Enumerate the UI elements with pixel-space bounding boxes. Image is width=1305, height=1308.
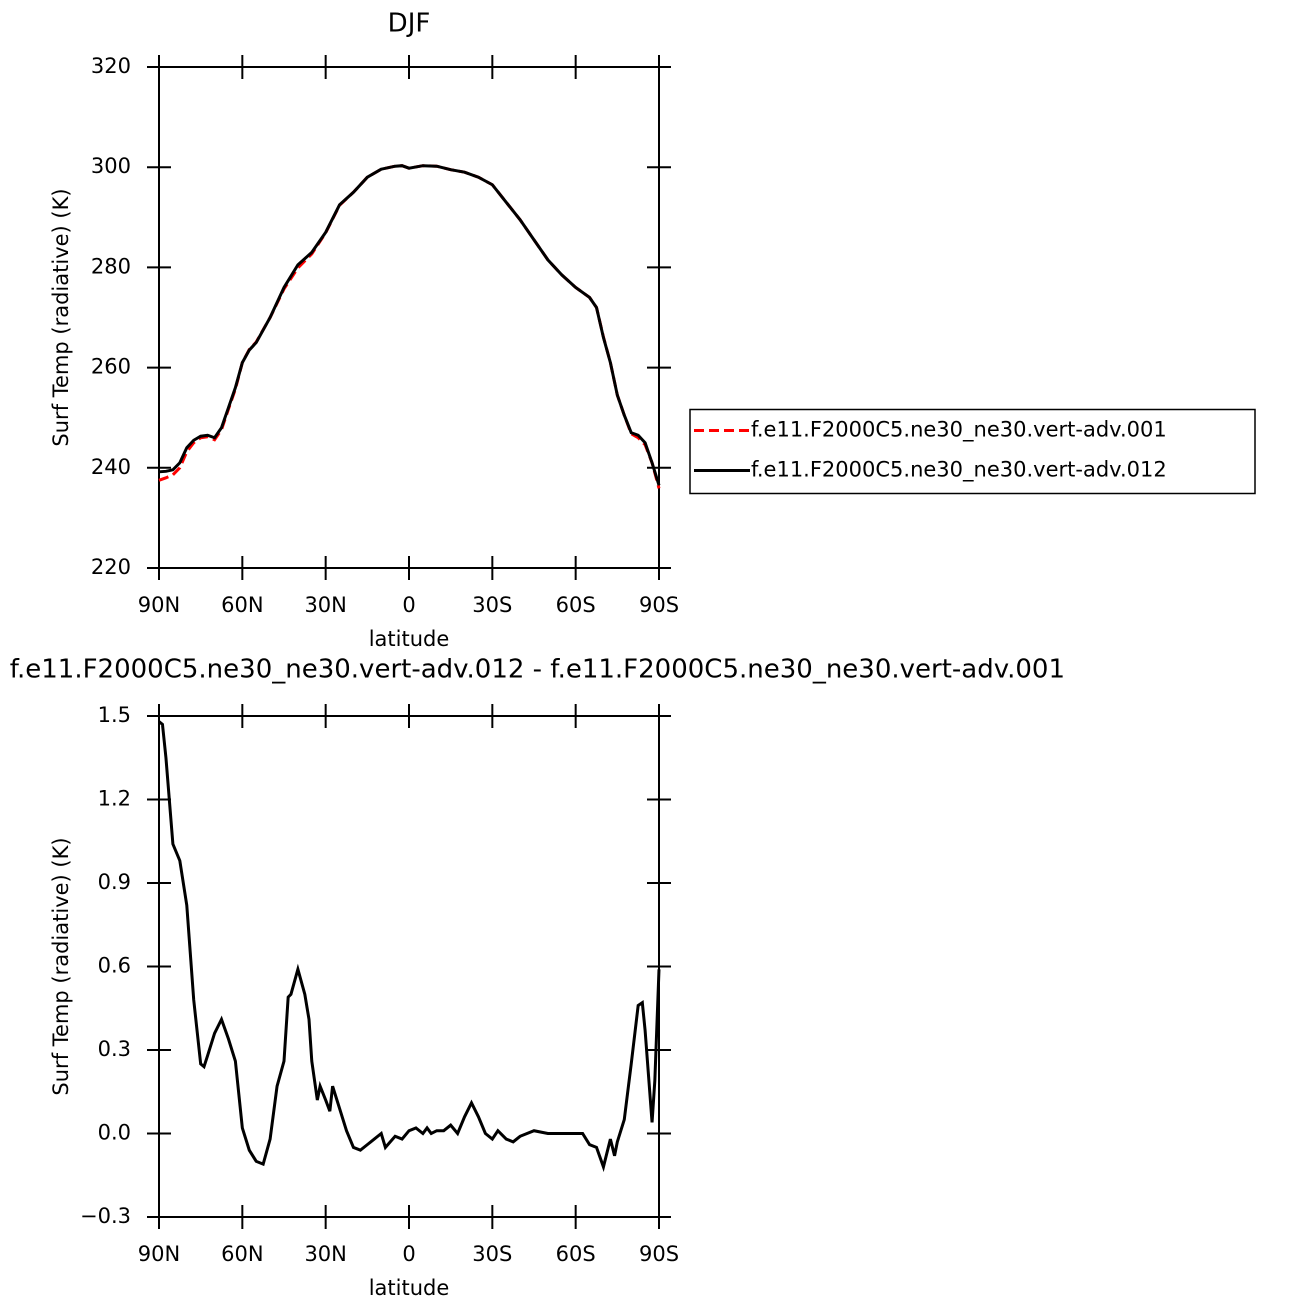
legend-label: f.e11.F2000C5.ne30_ne30.vert-adv.001 bbox=[751, 418, 1167, 443]
plot-frame bbox=[158, 715, 660, 1218]
data-line bbox=[158, 720, 661, 1173]
x-tick-label: 90N bbox=[138, 593, 180, 617]
x-tick-label: 30N bbox=[304, 593, 346, 617]
y-tick-label: −0.3 bbox=[80, 1204, 131, 1228]
x-tick-label: 90S bbox=[639, 1242, 679, 1266]
y-tick-label: 0.6 bbox=[98, 954, 131, 978]
x-tick-label: 60S bbox=[556, 1242, 596, 1266]
y-tick-label: 260 bbox=[91, 355, 131, 379]
y-axis-label: Surf Temp (radiative) (K) bbox=[49, 837, 73, 1095]
plot-frame bbox=[158, 66, 660, 569]
y-tick-label: 220 bbox=[91, 555, 131, 579]
y-tick-label: 1.5 bbox=[98, 703, 131, 727]
x-tick-label: 0 bbox=[402, 593, 415, 617]
chart-title: DJF bbox=[388, 9, 431, 39]
y-tick-label: 240 bbox=[91, 455, 131, 479]
x-tick-label: 90S bbox=[639, 593, 679, 617]
y-tick-label: 1.2 bbox=[98, 787, 131, 811]
legend-label: f.e11.F2000C5.ne30_ne30.vert-adv.012 bbox=[751, 458, 1167, 483]
x-tick-label: 30S bbox=[472, 593, 512, 617]
y-tick-label: 0.3 bbox=[98, 1037, 131, 1061]
data-line bbox=[158, 164, 661, 486]
x-tick-label: 60N bbox=[221, 593, 263, 617]
x-tick-label: 0 bbox=[402, 1242, 415, 1266]
legend-box bbox=[689, 408, 1256, 495]
chart-title: f.e11.F2000C5.ne30_ne30.vert-adv.012 - f… bbox=[10, 655, 1065, 685]
x-tick-label: 60S bbox=[556, 593, 596, 617]
x-tick-label: 90N bbox=[138, 1242, 180, 1266]
x-axis-label: latitude bbox=[369, 1276, 450, 1300]
y-tick-label: 0.9 bbox=[98, 870, 131, 894]
y-tick-label: 300 bbox=[91, 154, 131, 178]
x-tick-label: 30N bbox=[304, 1242, 346, 1266]
y-tick-label: 320 bbox=[91, 54, 131, 78]
y-axis-label: Surf Temp (radiative) (K) bbox=[49, 188, 73, 446]
x-tick-label: 60N bbox=[221, 1242, 263, 1266]
data-line bbox=[158, 164, 661, 489]
y-tick-label: 280 bbox=[91, 254, 131, 278]
x-axis-label: latitude bbox=[369, 627, 450, 651]
x-tick-label: 30S bbox=[472, 1242, 512, 1266]
y-tick-label: 0.0 bbox=[98, 1121, 131, 1145]
